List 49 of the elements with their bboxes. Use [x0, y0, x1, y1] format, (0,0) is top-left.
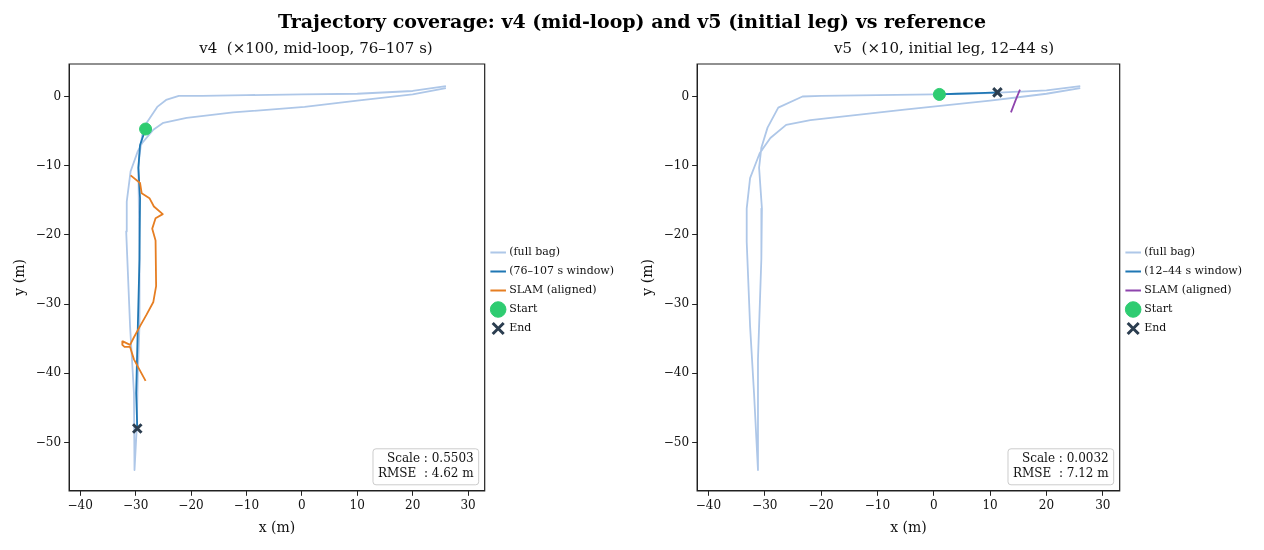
legend-label: SLAM (aligned)	[509, 283, 597, 297]
y-tick-label: −40	[663, 365, 690, 380]
legend-label: (12–44 s window)	[1144, 264, 1243, 278]
legend-label: (76–107 s window)	[509, 264, 614, 278]
x-tick-label: −40	[695, 498, 722, 513]
annotation: Scale : 0.0032	[1021, 450, 1109, 465]
x-tick-label: 0	[929, 498, 938, 513]
legend-label: (full bag)	[509, 245, 561, 259]
y-tick-label: −20	[35, 226, 62, 241]
legend-label: SLAM (aligned)	[1144, 283, 1232, 297]
annotation: RMSE : 4.62 m	[377, 465, 475, 480]
y-axis-title: y (m)	[639, 259, 656, 297]
x-tick-label: 20	[1038, 498, 1055, 513]
x-axis-title: x (m)	[890, 519, 927, 536]
x-axis-title: x (m)	[258, 519, 296, 536]
y-tick-label: −40	[35, 365, 62, 380]
x-tick-label: 10	[349, 498, 365, 513]
y-tick-label: −10	[35, 157, 62, 172]
y-axis-title: y (m)	[11, 259, 28, 297]
text: Trajectory coverage: v4 (mid-loop) and v5 (initial leg) vs reference	[277, 9, 987, 34]
y-tick-label: −30	[663, 296, 690, 311]
x-tick-label: 0	[298, 498, 306, 513]
annotation: RMSE : 7.12 m	[1012, 465, 1110, 480]
x-tick-label: −30	[752, 498, 778, 513]
x-tick-label: −10	[864, 498, 891, 513]
y-tick-label: −50	[35, 434, 62, 449]
legend-label: Start	[1144, 302, 1173, 316]
x-tick-label: −40	[67, 498, 93, 513]
chart-subtitle: v4 (×100, mid-loop, 76–107 s)	[198, 38, 433, 57]
x-tick-label: −10	[233, 498, 260, 513]
x-tick-label: −20	[808, 498, 834, 513]
x-tick-label: 10	[982, 498, 998, 513]
legend-label: Start	[509, 302, 538, 316]
legend-label: End	[1144, 321, 1167, 335]
chart-subtitle: v5 (×10, initial leg, 12–44 s)	[833, 38, 1054, 57]
x-tick-label: 30	[1095, 498, 1111, 513]
y-tick-label: −10	[663, 157, 690, 172]
y-tick-label: 0	[681, 88, 690, 103]
annotation: Scale : 0.5503	[386, 450, 474, 465]
y-tick-label: −30	[35, 296, 62, 311]
x-tick-label: 20	[405, 498, 421, 513]
x-tick-label: −20	[178, 498, 204, 513]
y-tick-label: −50	[663, 434, 690, 449]
x-tick-label: 30	[460, 498, 476, 513]
y-tick-label: −20	[663, 226, 690, 241]
y-tick-label: 0	[53, 88, 62, 103]
legend-label: End	[509, 321, 532, 335]
x-tick-label: −30	[122, 498, 149, 513]
legend-label: (full bag)	[1144, 245, 1196, 259]
